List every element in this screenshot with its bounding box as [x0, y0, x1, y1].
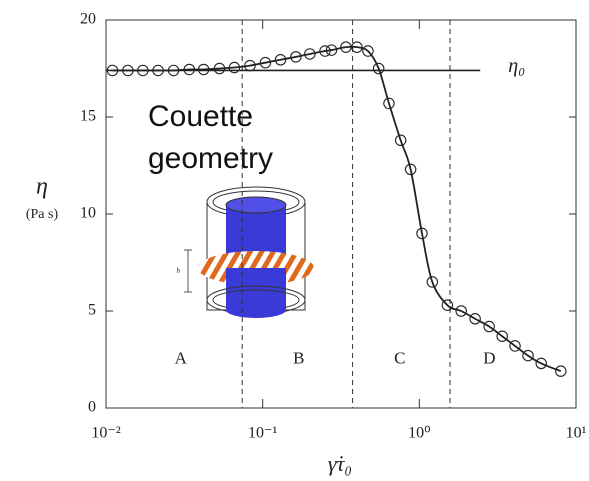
data-point [228, 61, 241, 74]
inset-dimension: h [177, 267, 181, 275]
region-label: C [394, 348, 405, 367]
data-point [455, 305, 467, 317]
data-point [137, 64, 149, 77]
data-point [372, 62, 385, 75]
y-tick-label: 15 [80, 108, 96, 125]
data-point [394, 134, 407, 147]
y-axis-label: η [36, 174, 48, 200]
data-point [213, 62, 226, 75]
region-label: D [483, 348, 495, 367]
data-point [496, 330, 508, 342]
data-point [483, 320, 495, 333]
data-point [509, 340, 521, 352]
data-point [290, 51, 302, 63]
data-point [122, 64, 134, 77]
data-point [274, 54, 287, 66]
y-tick-label: 10 [80, 205, 96, 222]
data-point [152, 64, 164, 77]
x-tick-label: 10¹ [566, 425, 587, 442]
data-point [325, 44, 338, 56]
inset-title: Couette [148, 100, 253, 133]
couette-illustration [184, 186, 314, 318]
data-point [362, 45, 374, 57]
data-point [183, 63, 196, 76]
data-point [522, 349, 534, 362]
inset-title: geometry [148, 142, 273, 175]
x-tick-label: 10⁻¹ [248, 425, 277, 442]
reference-label: η₀ [508, 55, 525, 77]
data-point [404, 163, 417, 176]
data-point [340, 41, 352, 53]
data-point [469, 313, 481, 325]
y-axis-unit: (Pa s) [26, 207, 59, 222]
data-point [244, 59, 256, 72]
region-label: B [293, 348, 304, 367]
data-line [112, 45, 562, 372]
x-axis-label: γ̇τ₀ [328, 451, 352, 476]
data-point [441, 299, 454, 311]
data-point [555, 365, 567, 377]
data-point [197, 63, 210, 76]
data-point [167, 64, 180, 77]
x-tick-label: 10⁻² [91, 425, 120, 442]
y-tick-label: 20 [80, 11, 96, 28]
data-point [383, 97, 395, 110]
y-tick-label: 5 [88, 302, 96, 319]
data-point [259, 56, 272, 69]
data-point [351, 41, 363, 53]
data-point [106, 64, 119, 77]
data-point [426, 276, 439, 288]
data-point [535, 357, 547, 370]
data-point [416, 227, 428, 240]
region-label: A [175, 348, 188, 367]
data-point [304, 48, 316, 60]
data-point [319, 45, 331, 57]
x-tick-label: 10⁰ [408, 425, 430, 442]
y-tick-label: 0 [88, 399, 96, 416]
